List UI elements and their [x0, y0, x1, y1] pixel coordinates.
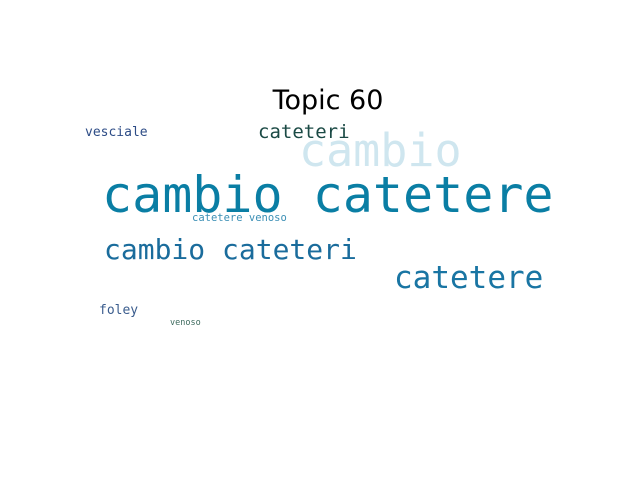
chart-title: Topic 60	[272, 85, 384, 116]
word-cateteri: cateteri	[258, 121, 350, 143]
word-vesciale: vesciale	[85, 125, 148, 140]
word-cambio-catetere: cambio catetere	[102, 166, 554, 224]
word-cambio-cateteri: cambio cateteri	[104, 233, 357, 266]
word-foley: foley	[99, 303, 139, 318]
word-catetere-venoso: catetere venoso	[192, 212, 287, 224]
word-cambio: cambio	[299, 124, 462, 177]
word-catetere: catetere	[394, 260, 544, 296]
word-venoso: venoso	[170, 318, 201, 328]
